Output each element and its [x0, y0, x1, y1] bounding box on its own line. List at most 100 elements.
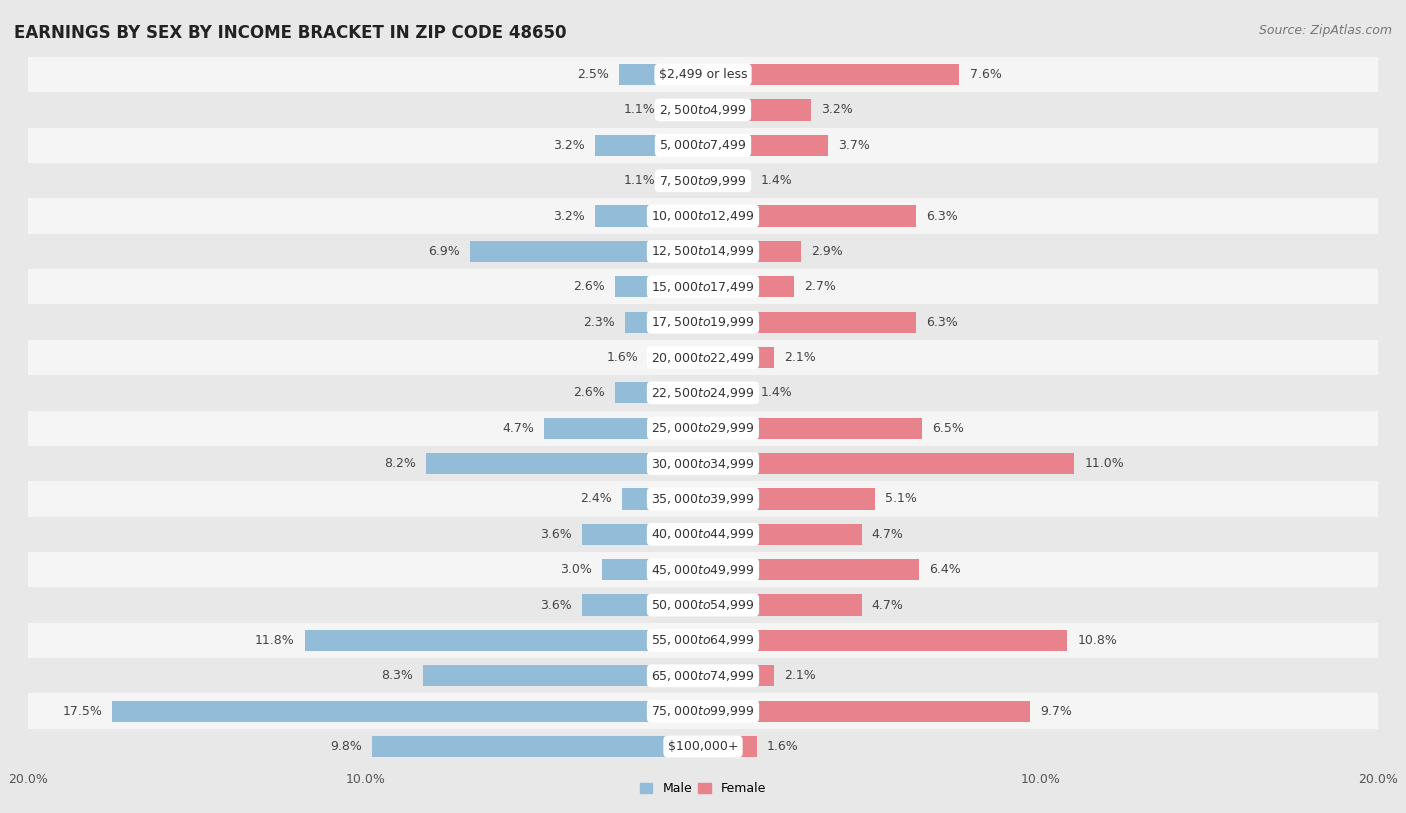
Text: 2.1%: 2.1% — [785, 351, 815, 364]
Text: 4.7%: 4.7% — [872, 528, 904, 541]
Text: EARNINGS BY SEX BY INCOME BRACKET IN ZIP CODE 48650: EARNINGS BY SEX BY INCOME BRACKET IN ZIP… — [14, 24, 567, 42]
Text: $30,000 to $34,999: $30,000 to $34,999 — [651, 457, 755, 471]
Text: 2.1%: 2.1% — [785, 669, 815, 682]
Bar — [703, 170, 751, 191]
Bar — [619, 64, 703, 85]
Bar — [305, 630, 703, 651]
Bar — [28, 552, 1378, 587]
Bar — [28, 375, 1378, 411]
Bar — [28, 304, 1378, 340]
Text: 11.0%: 11.0% — [1084, 457, 1123, 470]
Bar — [28, 729, 1378, 764]
Bar — [703, 347, 773, 368]
Bar — [703, 630, 1067, 651]
Text: $17,500 to $19,999: $17,500 to $19,999 — [651, 315, 755, 329]
Text: $2,499 or less: $2,499 or less — [659, 68, 747, 81]
Text: 17.5%: 17.5% — [62, 705, 103, 718]
Bar — [28, 411, 1378, 446]
Bar — [703, 418, 922, 439]
Bar — [703, 736, 756, 757]
Bar — [703, 311, 915, 333]
Bar — [544, 418, 703, 439]
Text: 3.6%: 3.6% — [540, 598, 571, 611]
Text: 1.6%: 1.6% — [607, 351, 638, 364]
Bar — [373, 736, 703, 757]
Text: $20,000 to $22,499: $20,000 to $22,499 — [651, 350, 755, 364]
Text: 7.6%: 7.6% — [970, 68, 1001, 81]
Bar — [703, 453, 1074, 474]
Text: 2.7%: 2.7% — [804, 280, 837, 293]
Bar — [703, 135, 828, 156]
Bar — [602, 559, 703, 580]
Text: 3.7%: 3.7% — [838, 139, 870, 152]
Bar — [423, 665, 703, 686]
Bar — [28, 446, 1378, 481]
Bar — [616, 276, 703, 298]
Bar — [703, 701, 1031, 722]
Bar — [28, 623, 1378, 658]
Text: 3.2%: 3.2% — [821, 103, 853, 116]
Text: 3.6%: 3.6% — [540, 528, 571, 541]
Bar — [28, 163, 1378, 198]
Bar — [582, 594, 703, 615]
Text: 8.3%: 8.3% — [381, 669, 413, 682]
Text: $22,500 to $24,999: $22,500 to $24,999 — [651, 386, 755, 400]
Text: 2.6%: 2.6% — [574, 280, 605, 293]
Text: 3.2%: 3.2% — [553, 210, 585, 223]
Bar — [28, 517, 1378, 552]
Text: 2.6%: 2.6% — [574, 386, 605, 399]
Bar — [28, 269, 1378, 304]
Bar — [666, 170, 703, 191]
Bar — [703, 276, 794, 298]
Text: 6.3%: 6.3% — [925, 315, 957, 328]
Bar — [595, 135, 703, 156]
Text: 1.6%: 1.6% — [768, 740, 799, 753]
Text: 6.9%: 6.9% — [429, 245, 460, 258]
Text: 1.1%: 1.1% — [624, 174, 655, 187]
Bar — [703, 524, 862, 545]
Text: $15,000 to $17,499: $15,000 to $17,499 — [651, 280, 755, 293]
Text: 10.8%: 10.8% — [1077, 634, 1118, 647]
Text: 2.4%: 2.4% — [581, 493, 612, 506]
Text: $100,000+: $100,000+ — [668, 740, 738, 753]
Text: $35,000 to $39,999: $35,000 to $39,999 — [651, 492, 755, 506]
Bar — [28, 198, 1378, 233]
Bar — [703, 594, 862, 615]
Text: Source: ZipAtlas.com: Source: ZipAtlas.com — [1258, 24, 1392, 37]
Bar — [28, 659, 1378, 693]
Bar — [28, 233, 1378, 269]
Bar — [28, 693, 1378, 729]
Bar — [595, 206, 703, 227]
Bar — [703, 241, 801, 262]
Bar — [582, 524, 703, 545]
Bar — [703, 64, 959, 85]
Bar — [112, 701, 703, 722]
Text: 3.2%: 3.2% — [553, 139, 585, 152]
Text: $25,000 to $29,999: $25,000 to $29,999 — [651, 421, 755, 435]
Text: $50,000 to $54,999: $50,000 to $54,999 — [651, 598, 755, 612]
Text: 1.4%: 1.4% — [761, 386, 792, 399]
Bar — [703, 559, 920, 580]
Text: 6.3%: 6.3% — [925, 210, 957, 223]
Text: $5,000 to $7,499: $5,000 to $7,499 — [659, 138, 747, 152]
Text: 6.5%: 6.5% — [932, 422, 965, 435]
Text: $2,500 to $4,999: $2,500 to $4,999 — [659, 103, 747, 117]
Bar — [28, 340, 1378, 375]
Bar — [28, 128, 1378, 163]
Text: $55,000 to $64,999: $55,000 to $64,999 — [651, 633, 755, 647]
Text: 4.7%: 4.7% — [872, 598, 904, 611]
Text: 1.1%: 1.1% — [624, 103, 655, 116]
Text: 9.7%: 9.7% — [1040, 705, 1073, 718]
Text: 5.1%: 5.1% — [886, 493, 917, 506]
Bar — [621, 489, 703, 510]
Bar — [626, 311, 703, 333]
Bar — [650, 347, 703, 368]
Bar — [703, 665, 773, 686]
Text: $10,000 to $12,499: $10,000 to $12,499 — [651, 209, 755, 223]
Bar — [28, 92, 1378, 128]
Bar — [28, 481, 1378, 517]
Text: 8.2%: 8.2% — [384, 457, 416, 470]
Text: $45,000 to $49,999: $45,000 to $49,999 — [651, 563, 755, 576]
Bar — [703, 489, 875, 510]
Text: 4.7%: 4.7% — [502, 422, 534, 435]
